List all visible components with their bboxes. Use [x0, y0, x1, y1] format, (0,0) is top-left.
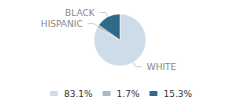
svg-text:83.1%: 83.1%: [64, 89, 93, 99]
svg-text:1.7%: 1.7%: [117, 89, 140, 99]
svg-text:15.3%: 15.3%: [163, 89, 192, 99]
svg-text:WHITE: WHITE: [147, 62, 177, 72]
svg-text:HISPANIC: HISPANIC: [41, 19, 83, 29]
svg-text:BLACK: BLACK: [65, 8, 96, 18]
